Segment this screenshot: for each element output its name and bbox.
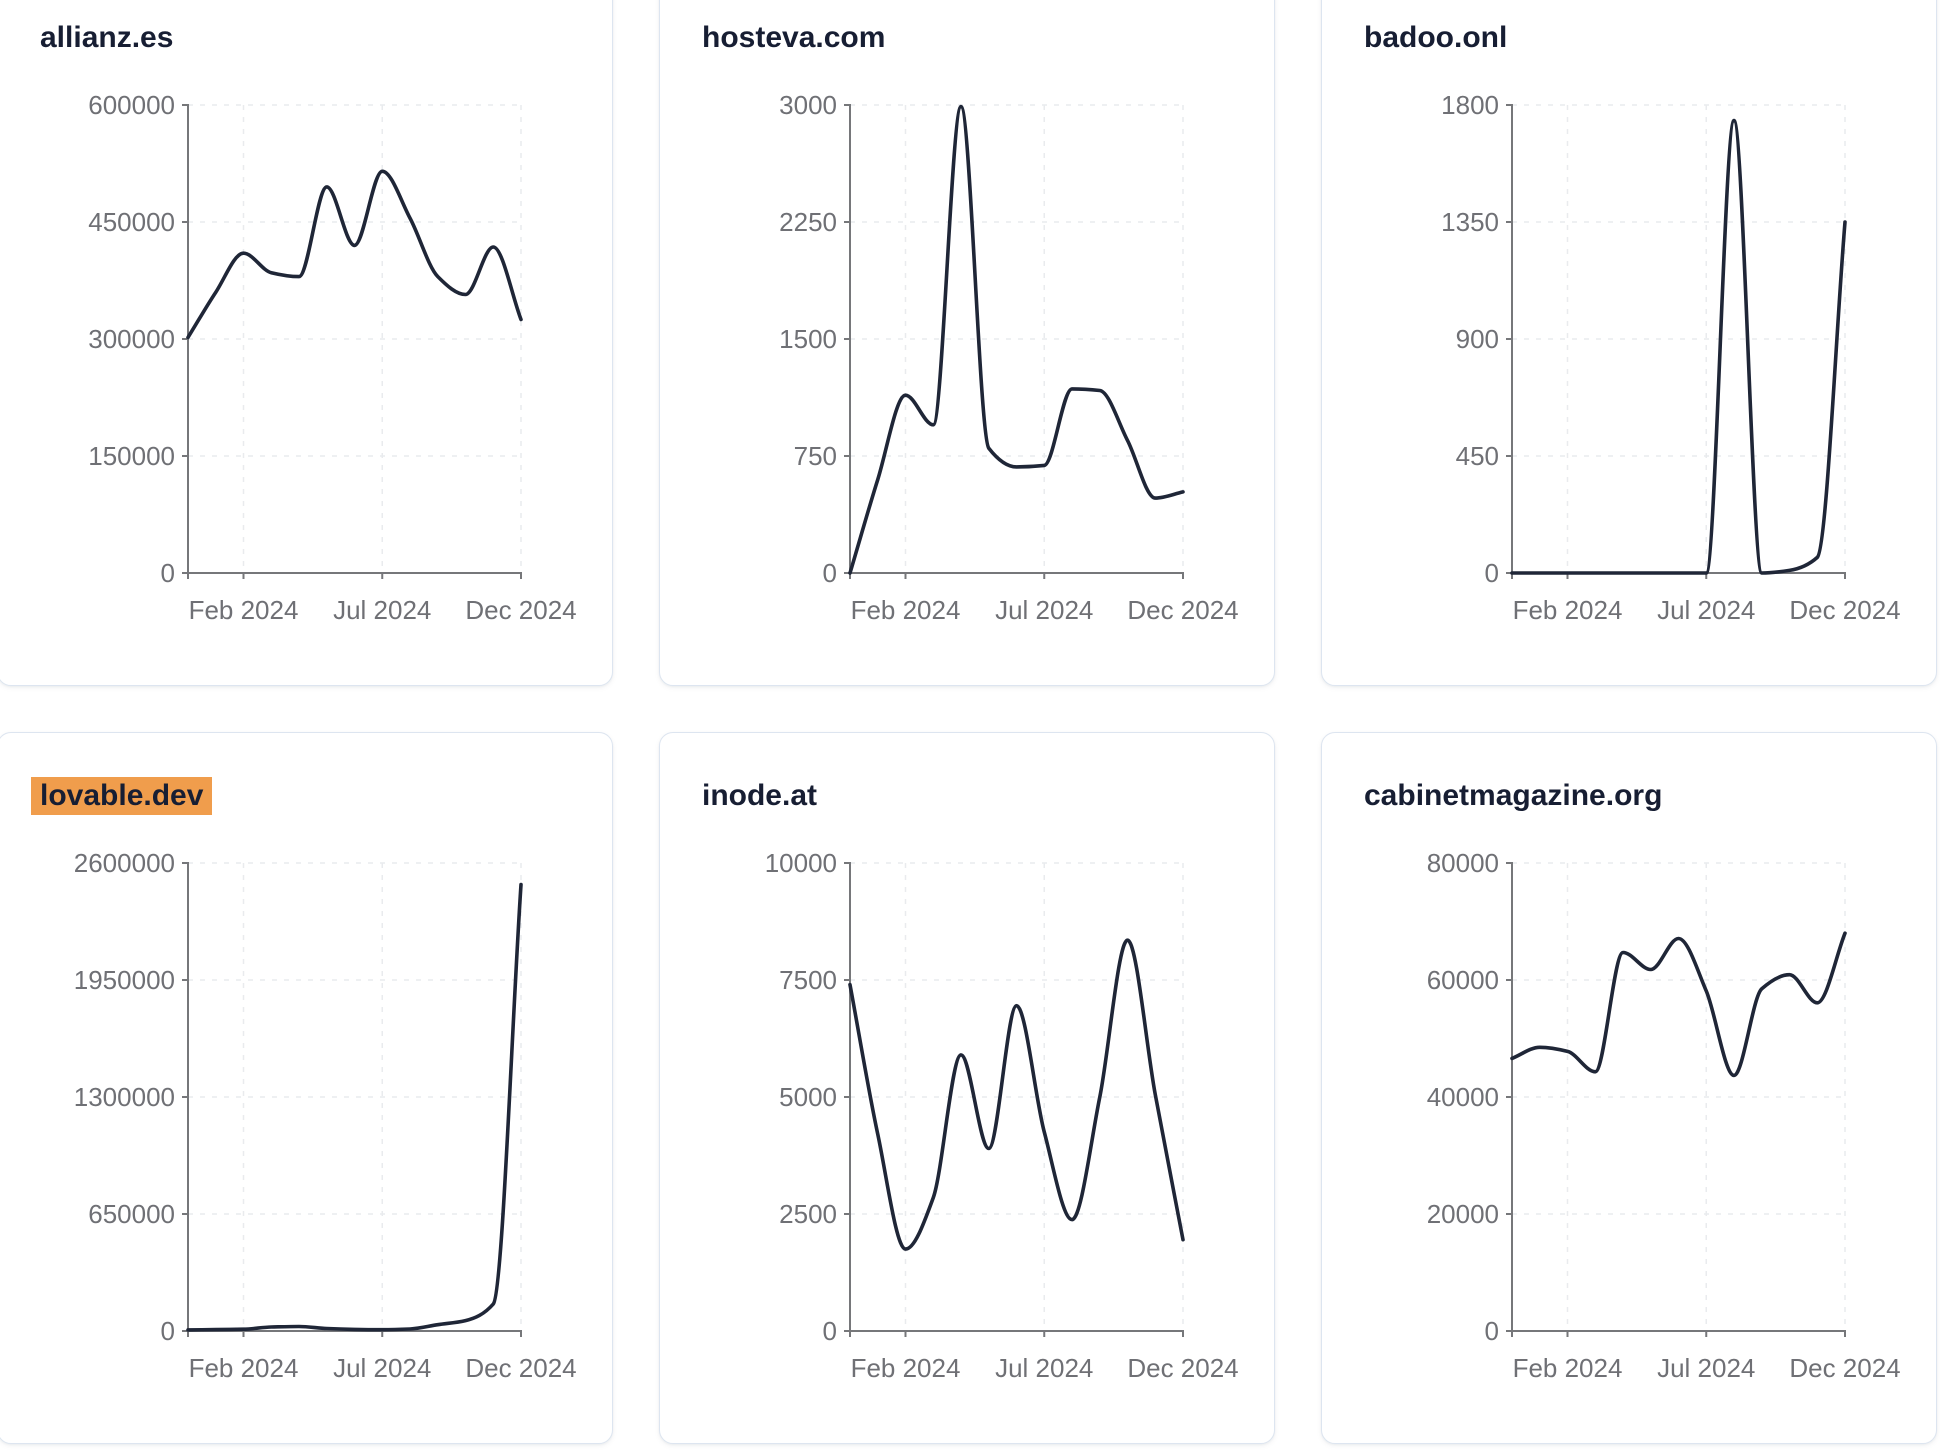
chart-title: inode.at (702, 779, 817, 812)
chart-title: cabinetmagazine.org (1364, 779, 1662, 812)
chart-title: hosteva.com (702, 21, 885, 54)
domain-label: cabinetmagazine.org (1364, 779, 1663, 812)
y-tick-label: 2600000 (74, 848, 175, 878)
x-tick-label: Dec 2024 (465, 595, 576, 625)
x-axis (187, 1330, 522, 1337)
y-tick-label: 650000 (88, 1199, 175, 1229)
x-tick-label: Feb 2024 (851, 595, 961, 625)
y-tick-label: 60000 (1427, 965, 1499, 995)
line-chart: 1800 1350 900 450 0 Feb 2024 Jul 2024 Dec 2024 (1441, 90, 1901, 625)
domain-label: hosteva.com (702, 21, 886, 54)
chart-card: lovable.dev 2600000 1950000 1300000 650000 0… (0, 732, 613, 1444)
line-chart: 10000 7500 5000 2500 0 Feb 2024 Jul 2024 Dec 20… (765, 848, 1239, 1383)
y-tick-label: 1800 (1441, 90, 1499, 120)
series-line (186, 169, 523, 340)
y-tick-label: 450000 (88, 207, 175, 237)
domain-label: inode.at (702, 779, 818, 812)
y-tick-label: 1350 (1441, 207, 1499, 237)
chart-card: hosteva.com 3000 2250 1500 750 0 Feb 2024 Jul … (659, 0, 1275, 686)
chart-card: cabinetmagazine.org 80000 60000 40000 20000… (1321, 732, 1937, 1444)
x-tick-label: Dec 2024 (1127, 1353, 1238, 1383)
line-chart: 2600000 1950000 1300000 650000 0 Feb 2024 Jul … (74, 848, 577, 1383)
domain-label: allianz.es (40, 21, 174, 54)
x-axis (849, 572, 1184, 579)
y-tick-label: 0 (161, 1316, 175, 1346)
y-tick-label: 150000 (88, 441, 175, 471)
x-tick-label: Feb 2024 (851, 1353, 961, 1383)
y-tick-label: 10000 (765, 848, 837, 878)
y-tick-label: 900 (1456, 324, 1499, 354)
y-tick-label: 2250 (779, 207, 837, 237)
x-axis (187, 572, 522, 579)
y-tick-label: 0 (823, 1316, 837, 1346)
x-tick-label: Feb 2024 (189, 595, 299, 625)
y-tick-label: 0 (161, 558, 175, 588)
x-tick-label: Jul 2024 (333, 1353, 431, 1383)
y-tick-label: 40000 (1427, 1082, 1499, 1112)
x-tick-label: Dec 2024 (465, 1353, 576, 1383)
x-axis (1511, 1330, 1846, 1337)
y-tick-label: 300000 (88, 324, 175, 354)
x-tick-label: Jul 2024 (995, 595, 1093, 625)
series-line (1510, 931, 1847, 1078)
y-tick-label: 450 (1456, 441, 1499, 471)
y-tick-label: 80000 (1427, 848, 1499, 878)
y-tick-label: 750 (794, 441, 837, 471)
y-tick-label: 1950000 (74, 965, 175, 995)
series-line (848, 938, 1185, 1251)
y-tick-label: 7500 (779, 965, 837, 995)
x-axis (849, 1330, 1184, 1337)
domain-label: badoo.onl (1364, 21, 1508, 54)
chart-title: allianz.es (40, 21, 173, 54)
x-tick-label: Jul 2024 (333, 595, 431, 625)
x-tick-label: Feb 2024 (1513, 1353, 1623, 1383)
y-tick-label: 1300000 (74, 1082, 175, 1112)
x-tick-label: Feb 2024 (189, 1353, 299, 1383)
series-line (186, 882, 523, 1332)
domain-label-highlighted: lovable.dev (31, 777, 213, 815)
x-tick-label: Dec 2024 (1789, 595, 1900, 625)
chart-card: allianz.es 600000 450000 300000 150000 0 Feb … (0, 0, 613, 686)
y-tick-label: 600000 (88, 90, 175, 120)
y-tick-label: 0 (823, 558, 837, 588)
x-tick-label: Feb 2024 (1513, 595, 1623, 625)
y-tick-label: 5000 (779, 1082, 837, 1112)
y-tick-label: 0 (1485, 558, 1499, 588)
series-line (1510, 118, 1847, 575)
x-tick-label: Dec 2024 (1789, 1353, 1900, 1383)
x-tick-label: Jul 2024 (1657, 1353, 1755, 1383)
y-tick-label: 3000 (779, 90, 837, 120)
line-chart: 3000 2250 1500 750 0 Feb 2024 Jul 2024 Dec 2024 (779, 90, 1239, 625)
line-chart: 80000 60000 40000 20000 0 Feb 2024 Jul 2024 Dec… (1427, 848, 1901, 1383)
y-tick-label: 1500 (779, 324, 837, 354)
chart-title: badoo.onl (1364, 21, 1507, 54)
chart-card: inode.at 10000 7500 5000 2500 0 Feb 2024 Jul 2… (659, 732, 1275, 1444)
chart-card: badoo.onl 1800 1350 900 450 0 Feb 2024 Jul 202… (1321, 0, 1937, 686)
line-chart: 600000 450000 300000 150000 0 Feb 2024 Jul 202… (88, 90, 576, 625)
y-tick-label: 2500 (779, 1199, 837, 1229)
series-line (848, 104, 1185, 575)
y-tick-label: 20000 (1427, 1199, 1499, 1229)
chart-title: lovable.dev (31, 777, 213, 815)
x-tick-label: Jul 2024 (1657, 595, 1755, 625)
x-tick-label: Jul 2024 (995, 1353, 1093, 1383)
x-tick-label: Dec 2024 (1127, 595, 1238, 625)
y-tick-label: 0 (1485, 1316, 1499, 1346)
